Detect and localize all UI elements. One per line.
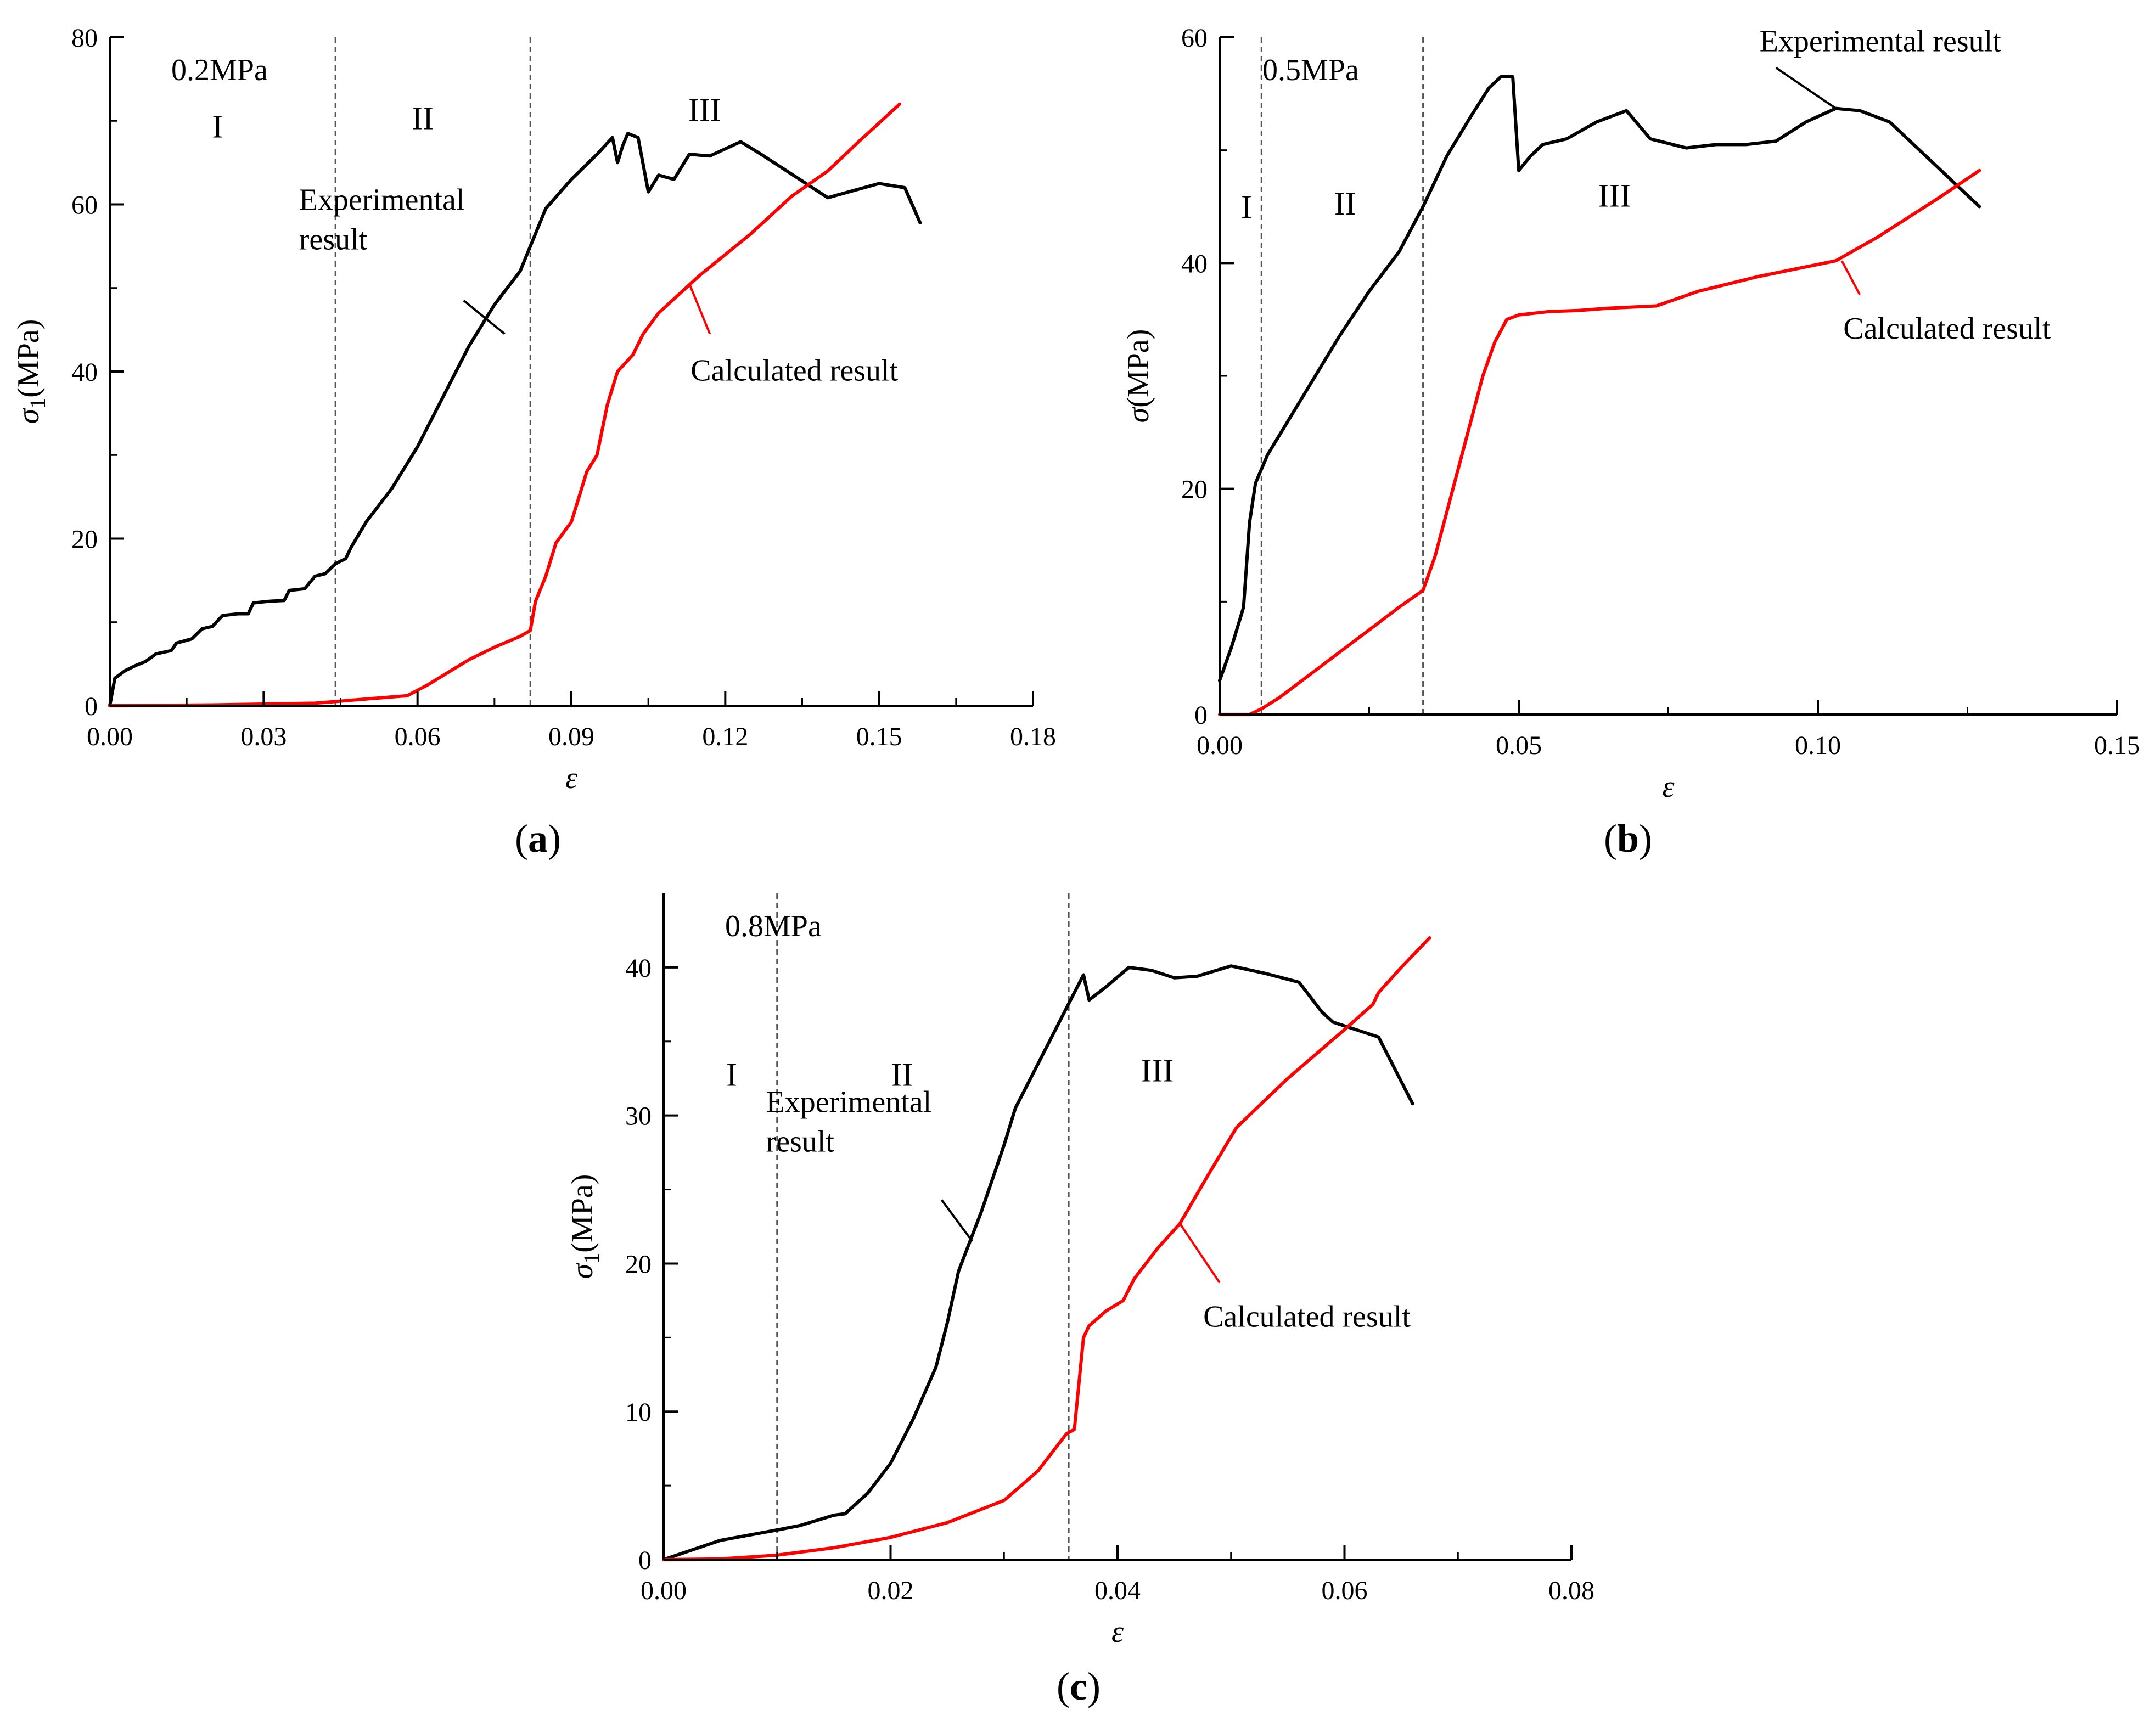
x-tick-label: 0.08 — [1548, 1576, 1594, 1605]
annotation-label: Experimental — [766, 1085, 932, 1119]
x-tick-label: 0.05 — [1496, 731, 1542, 760]
region-label: II — [891, 1057, 913, 1093]
y-axis-symbol: σ — [12, 407, 46, 424]
region-label: I — [212, 109, 223, 145]
region-label: I — [726, 1057, 737, 1093]
annotation-leader-line — [688, 283, 711, 335]
x-tick-label: 0.00 — [87, 722, 133, 751]
x-tick-label: 0.09 — [548, 722, 594, 751]
calculated-series-line — [1218, 168, 1981, 716]
x-tick-label: 0.02 — [868, 1576, 914, 1605]
y-tick-label: 20 — [1181, 475, 1208, 504]
x-tick-label: 0.15 — [856, 722, 902, 751]
region-label: III — [1598, 178, 1631, 214]
experimental-series-line — [1218, 75, 1981, 683]
x-axis-title: ε — [1662, 770, 1675, 804]
x-tick-label: 0.03 — [240, 722, 287, 751]
pressure-label: 0.5MPa — [1262, 53, 1359, 87]
pressure-label: 0.2MPa — [171, 53, 268, 87]
calculated-series-line — [108, 102, 901, 707]
annotation-leader-line — [940, 1199, 973, 1242]
y-axis-title: σ(MPa) — [1121, 329, 1155, 423]
y-tick-label: 40 — [625, 954, 652, 983]
y-axis-unit: (MPa) — [12, 319, 46, 398]
y-tick-label: 20 — [71, 525, 98, 554]
pressure-label: 0.8MPa — [725, 909, 822, 943]
caption-b: (b) — [1604, 817, 1652, 860]
region-label: I — [1241, 189, 1252, 225]
annotation-label: Calculated result — [1203, 1300, 1411, 1334]
annotation-label: Experimental result — [1760, 25, 2002, 59]
caption-c: (c) — [1057, 1664, 1101, 1708]
region-label: II — [1334, 185, 1356, 222]
y-tick-label: 60 — [1181, 24, 1208, 53]
panel-b: (b) 0.00 0.05 0.10 0.15 0 20 40 60 ε σ(MPa) 0.5MPa… — [1121, 24, 2140, 860]
y-tick-label: 40 — [71, 358, 98, 387]
caption-letter: c — [1070, 1664, 1087, 1708]
x-tick-label: 0.04 — [1094, 1576, 1141, 1605]
y-tick-label: 40 — [1181, 249, 1208, 278]
y-axis-symbol: σ — [565, 1262, 599, 1279]
annotation-leader-line — [1179, 1223, 1221, 1284]
x-tick-label: 0.06 — [395, 722, 441, 751]
y-axis-title: σ1(MPa) — [12, 319, 50, 424]
y-tick-label: 80 — [71, 24, 98, 53]
x-tick-label: 0.18 — [1010, 722, 1056, 751]
y-axis-unit: (MPa) — [1121, 329, 1155, 408]
annotation-label: Calculated result — [690, 353, 898, 387]
annotation-label: Calculated result — [1843, 312, 2051, 346]
region-label: II — [412, 100, 434, 136]
annotation-label: result — [299, 223, 368, 257]
x-tick-label: 0.00 — [1197, 731, 1243, 760]
x-tick-label: 0.00 — [641, 1576, 687, 1605]
caption-letter: b — [1617, 817, 1639, 860]
y-axis-unit: (MPa) — [565, 1174, 599, 1253]
y-tick-label: 60 — [71, 191, 98, 220]
annotation-leader-line — [1775, 66, 1837, 110]
x-tick-label: 0.15 — [2094, 731, 2140, 760]
y-axis-subscript: 1 — [25, 398, 50, 409]
y-axis-title: σ1(MPa) — [565, 1174, 604, 1279]
y-tick-label: 10 — [625, 1398, 652, 1427]
annotation-leader-line — [1840, 260, 1861, 295]
calculated-series-line — [662, 936, 1431, 1561]
y-tick-label: 20 — [625, 1250, 652, 1279]
panel-a: (a) 0.00 0.03 0.06 0.09 0.12 0.15 0.18 0 20 40 60 8… — [12, 24, 1056, 860]
x-axis-title: ε — [565, 761, 578, 795]
y-axis-subscript: 1 — [579, 1253, 604, 1264]
x-tick-label: 0.12 — [702, 722, 748, 751]
y-axis-symbol: σ — [1121, 406, 1155, 423]
region-label: III — [688, 92, 721, 128]
x-tick-label: 0.06 — [1322, 1576, 1368, 1605]
caption-a: (a) — [515, 817, 561, 860]
region-label: III — [1141, 1053, 1174, 1089]
x-tick-label: 0.10 — [1795, 731, 1841, 760]
panel-c: (c) 0.00 0.02 0.04 0.06 0.08 0 10 20 30 40 ε σ1(MPa… — [565, 893, 1594, 1708]
y-tick-label: 0 — [638, 1546, 652, 1575]
experimental-series-line — [662, 964, 1414, 1561]
y-tick-label: 0 — [85, 692, 98, 721]
annotation-label: result — [766, 1124, 835, 1158]
y-tick-label: 0 — [1194, 701, 1208, 730]
experimental-series-line — [108, 132, 922, 707]
annotation-label: Experimental — [299, 183, 465, 217]
x-axis-title: ε — [1111, 1615, 1124, 1649]
annotation-leader-line — [463, 300, 506, 335]
caption-letter: a — [528, 817, 548, 860]
y-tick-label: 30 — [625, 1102, 652, 1131]
